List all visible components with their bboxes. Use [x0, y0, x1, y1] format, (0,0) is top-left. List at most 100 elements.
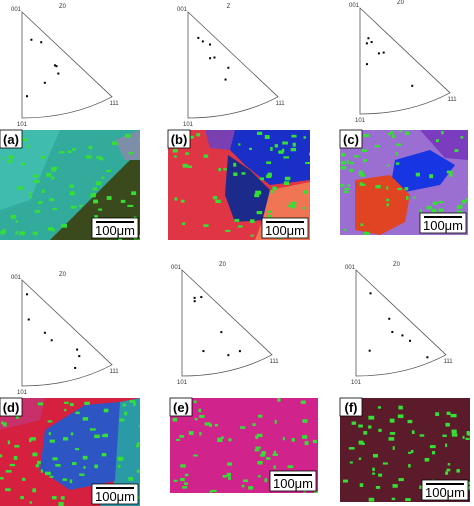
boundary-speck [22, 477, 26, 481]
orientation-dot [40, 41, 43, 44]
corner-label: 001 [345, 265, 356, 271]
orientation-map: (e) 100μm [169, 397, 318, 493]
boundary-speck [203, 224, 209, 227]
boundary-speck [21, 231, 26, 235]
boundary-speck [74, 448, 80, 451]
boundary-speck [255, 435, 259, 439]
boundary-speck [462, 435, 465, 439]
boundary-speck [71, 462, 77, 466]
orientation-dot [76, 348, 79, 351]
pole-figure: Z0 001 101 111 [171, 262, 279, 386]
boundary-speck [32, 174, 39, 178]
boundary-speck [86, 155, 92, 159]
boundary-speck [259, 177, 265, 181]
boundary-speck [445, 471, 449, 475]
boundary-speck [429, 445, 436, 449]
boundary-speck [40, 469, 44, 473]
boundary-speck [37, 460, 41, 465]
boundary-speck [15, 231, 18, 235]
pole-figure: Z0 001 101 111 [345, 262, 453, 386]
boundary-speck [378, 428, 382, 432]
boundary-speck [267, 172, 272, 177]
orientation-dot [426, 356, 429, 359]
boundary-speck [185, 152, 190, 155]
boundary-speck [388, 437, 395, 441]
boundary-speck [274, 419, 277, 424]
boundary-speck [30, 437, 36, 441]
boundary-speck [49, 439, 55, 443]
grain [0, 130, 60, 210]
boundary-speck [35, 464, 40, 468]
boundary-speck [184, 482, 188, 485]
boundary-speck [358, 440, 364, 445]
boundary-speck [302, 206, 306, 210]
panel-label: (d) [3, 400, 20, 415]
boundary-speck [389, 131, 394, 135]
boundary-speck [406, 196, 409, 200]
boundary-speck [447, 463, 451, 466]
boundary-speck [41, 189, 45, 194]
orientation-dot [369, 292, 372, 295]
boundary-speck [305, 161, 310, 165]
boundary-speck [397, 187, 402, 191]
boundary-speck [361, 442, 365, 445]
boundary-speck [386, 198, 390, 202]
boundary-speck [407, 419, 413, 424]
boundary-speck [138, 425, 140, 428]
boundary-speck [124, 411, 128, 416]
boundary-speck [301, 435, 308, 439]
orientation-dot [53, 64, 56, 67]
boundary-speck [272, 453, 279, 456]
boundary-speck [273, 450, 277, 455]
boundary-speck [139, 138, 140, 141]
boundary-speck [234, 218, 240, 222]
boundary-speck [40, 155, 46, 159]
axis-label: Z0 [397, 0, 405, 6]
boundary-speck [408, 464, 411, 468]
corner-label: 001 [171, 265, 182, 271]
orientation-dot [227, 354, 230, 357]
boundary-speck [13, 455, 18, 460]
boundary-speck [67, 150, 72, 153]
boundary-speck [446, 468, 451, 472]
axis-label: Z0 [219, 262, 227, 268]
orientation-dot [365, 42, 368, 45]
boundary-speck [82, 417, 89, 421]
boundary-speck [431, 451, 436, 455]
boundary-speck [283, 156, 290, 159]
boundary-speck [438, 200, 444, 204]
boundary-speck [288, 204, 293, 208]
boundary-speck [2, 422, 7, 427]
boundary-speck [111, 141, 118, 146]
boundary-speck [361, 149, 368, 153]
boundary-speck [386, 186, 389, 190]
boundary-speck [182, 222, 186, 226]
map-body [168, 130, 310, 240]
boundary-speck [180, 199, 185, 203]
boundary-speck [47, 227, 53, 231]
boundary-speck [377, 406, 382, 409]
boundary-speck [359, 182, 363, 186]
orientation-dot [197, 36, 200, 39]
boundary-speck [450, 413, 457, 418]
triangle [359, 7, 451, 115]
boundary-speck [451, 429, 457, 434]
orientation-dot [200, 296, 203, 299]
grain [40, 402, 120, 490]
boundary-speck [32, 452, 38, 457]
corner-label: 101 [17, 122, 28, 128]
boundary-speck [60, 496, 65, 500]
boundary-speck [188, 165, 193, 168]
boundary-speck [435, 412, 440, 416]
boundary-speck [29, 192, 32, 196]
boundary-speck [241, 172, 246, 175]
boundary-speck [350, 161, 354, 165]
orientation-dot [224, 78, 227, 81]
boundary-speck [344, 187, 351, 190]
boundary-speck [349, 168, 354, 173]
boundary-speck [63, 437, 69, 441]
boundary-speck [8, 160, 13, 164]
orientation-map: (d) 100μm [0, 397, 140, 506]
orientation-dot [57, 72, 60, 75]
boundary-speck [256, 210, 263, 215]
